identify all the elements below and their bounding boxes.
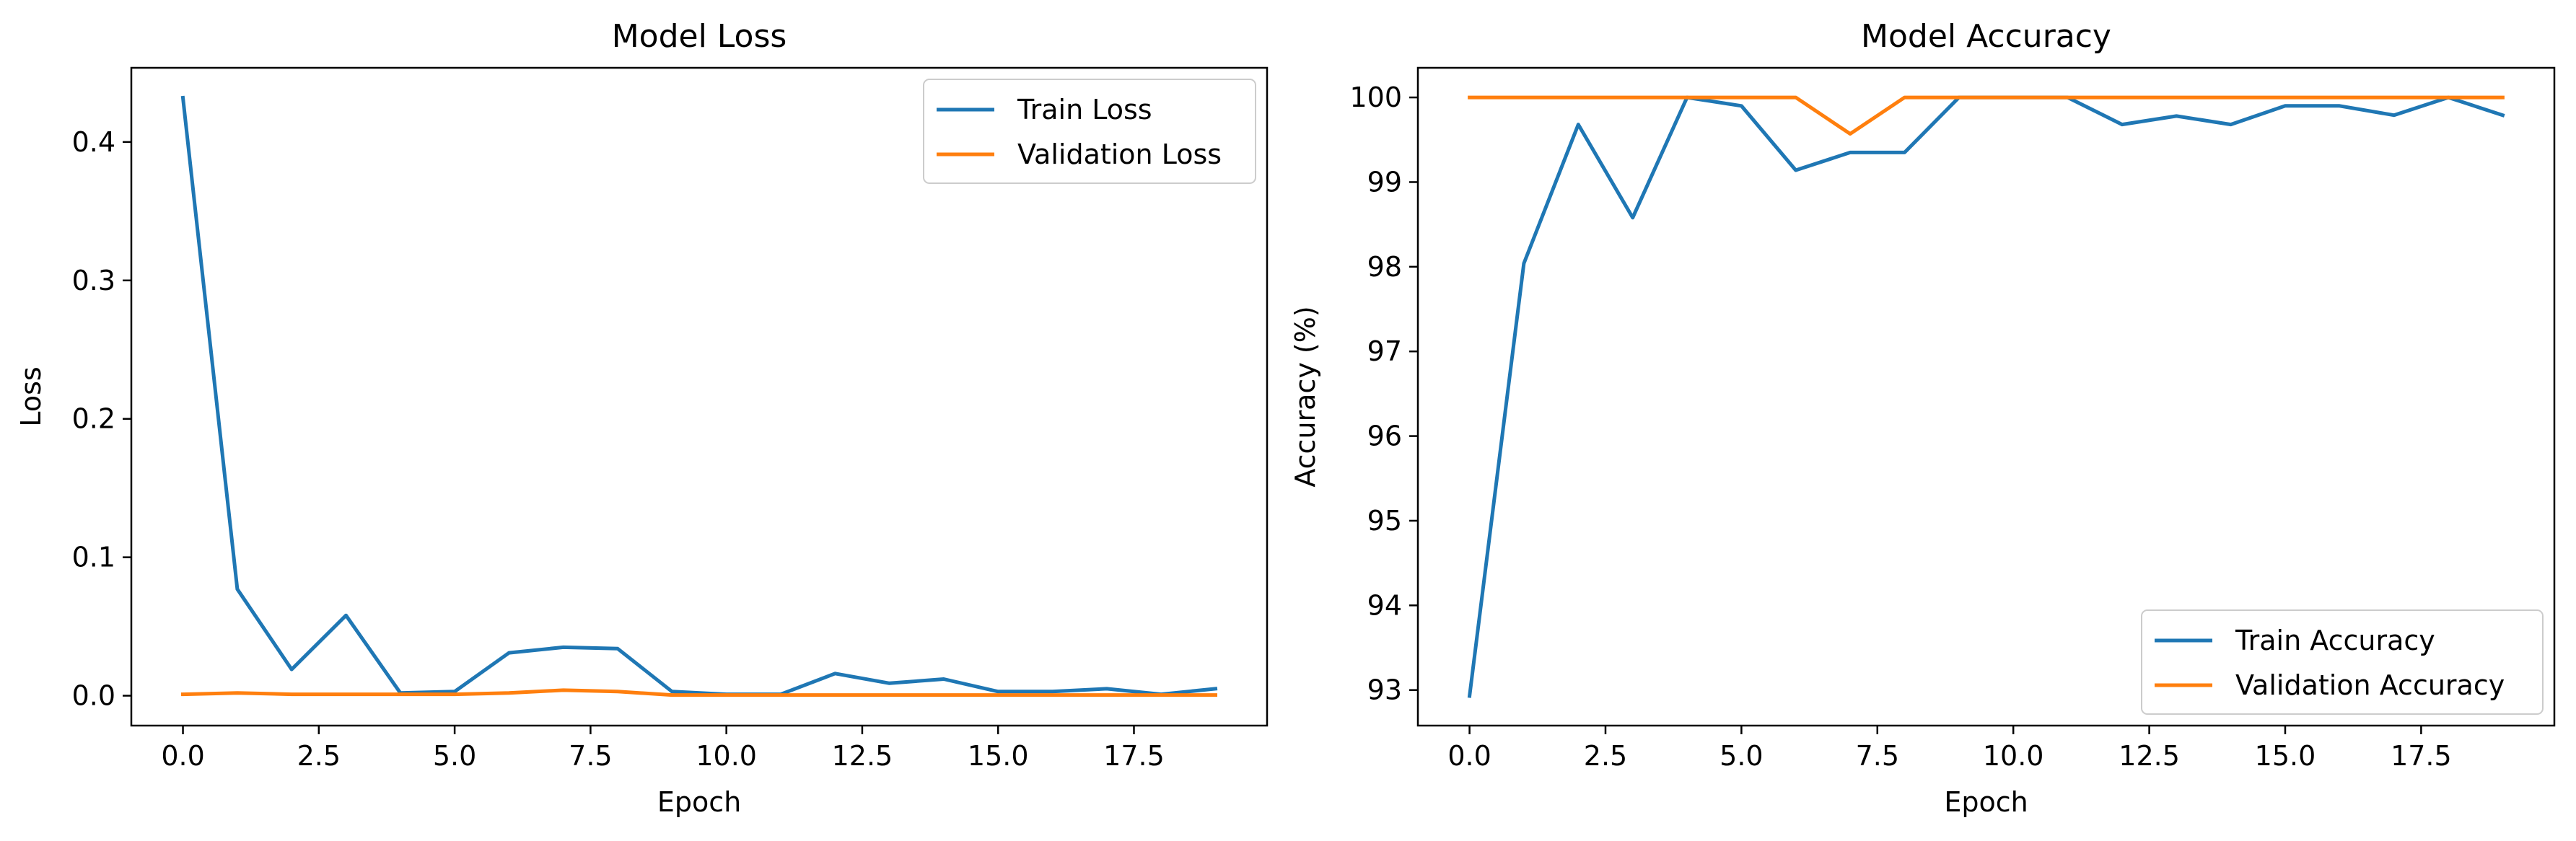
- accuracy-chart: 0.0 2.5 5.0 7.5 10.0 12.5 15.0 17.5 93 94 95 96 97 98…: [1289, 18, 2556, 818]
- axes-frame: [1416, 66, 2556, 727]
- y-tick-label: 0.4: [72, 126, 115, 158]
- y-tick-label: 96: [1367, 420, 1402, 452]
- legend-label: Validation Loss: [1017, 138, 1222, 170]
- x-tick-label: 7.5: [569, 740, 612, 772]
- y-tick-label: 0.2: [72, 403, 115, 435]
- x-tick-label: 2.5: [297, 740, 341, 772]
- series-line-train-loss: [180, 95, 1218, 697]
- loss-chart: 0.0 2.5 5.0 7.5 10.0 12.5 15.0 17.5 0.0 0.1 0.2 0.3…: [15, 18, 1269, 818]
- y-tick-label: 99: [1367, 166, 1402, 198]
- x-tick-label: 2.5: [1584, 740, 1627, 772]
- x-tick-label: 10.0: [696, 740, 757, 772]
- x-tick-label: 5.0: [1719, 740, 1763, 772]
- x-tick-label: 17.5: [1103, 740, 1165, 772]
- y-tick-label: 0.0: [72, 680, 115, 712]
- x-tick-label: 0.0: [161, 740, 204, 772]
- x-tick-label: 15.0: [2255, 740, 2316, 772]
- legend: Train Loss Validation Loss: [923, 79, 1256, 184]
- x-tick-label: 10.0: [1983, 740, 2044, 772]
- series-line-validation-accuracy: [1468, 95, 2505, 136]
- y-tick-label: 98: [1367, 251, 1402, 283]
- y-tick-label: 100: [1349, 82, 1402, 113]
- legend: Train Accuracy Validation Accuracy: [2141, 609, 2544, 715]
- x-tick-label: 17.5: [2391, 740, 2452, 772]
- x-axis-label: Epoch: [657, 786, 741, 818]
- y-axis-label: Loss: [15, 366, 47, 426]
- y-tick-label: 95: [1367, 505, 1402, 537]
- legend-box: [923, 79, 1256, 184]
- x-tick-label: 12.5: [2119, 740, 2180, 772]
- y-tick-label: 94: [1367, 589, 1402, 621]
- y-tick-label: 93: [1367, 674, 1402, 706]
- y-tick-label: 0.1: [72, 542, 115, 573]
- y-tick-label: 97: [1367, 335, 1402, 367]
- legend-box: [2141, 609, 2544, 715]
- axes-frame: [130, 66, 1269, 727]
- x-tick-label: 7.5: [1856, 740, 1899, 772]
- legend-label: Train Accuracy: [2235, 625, 2435, 656]
- x-tick-label: 12.5: [832, 740, 893, 772]
- x-tick-label: 15.0: [968, 740, 1029, 772]
- chart-title: Model Loss: [612, 18, 787, 55]
- y-axis-label: Accuracy (%): [1289, 306, 1321, 487]
- chart-title: Model Accuracy: [1861, 18, 2111, 55]
- x-tick-label: 0.0: [1447, 740, 1491, 772]
- x-tick-label: 5.0: [433, 740, 476, 772]
- series-line-validation-loss: [180, 688, 1217, 697]
- y-tick-label: 0.3: [72, 265, 115, 296]
- legend-label: Train Loss: [1017, 94, 1152, 126]
- x-axis-label: Epoch: [1944, 786, 2028, 818]
- legend-label: Validation Accuracy: [2235, 669, 2505, 701]
